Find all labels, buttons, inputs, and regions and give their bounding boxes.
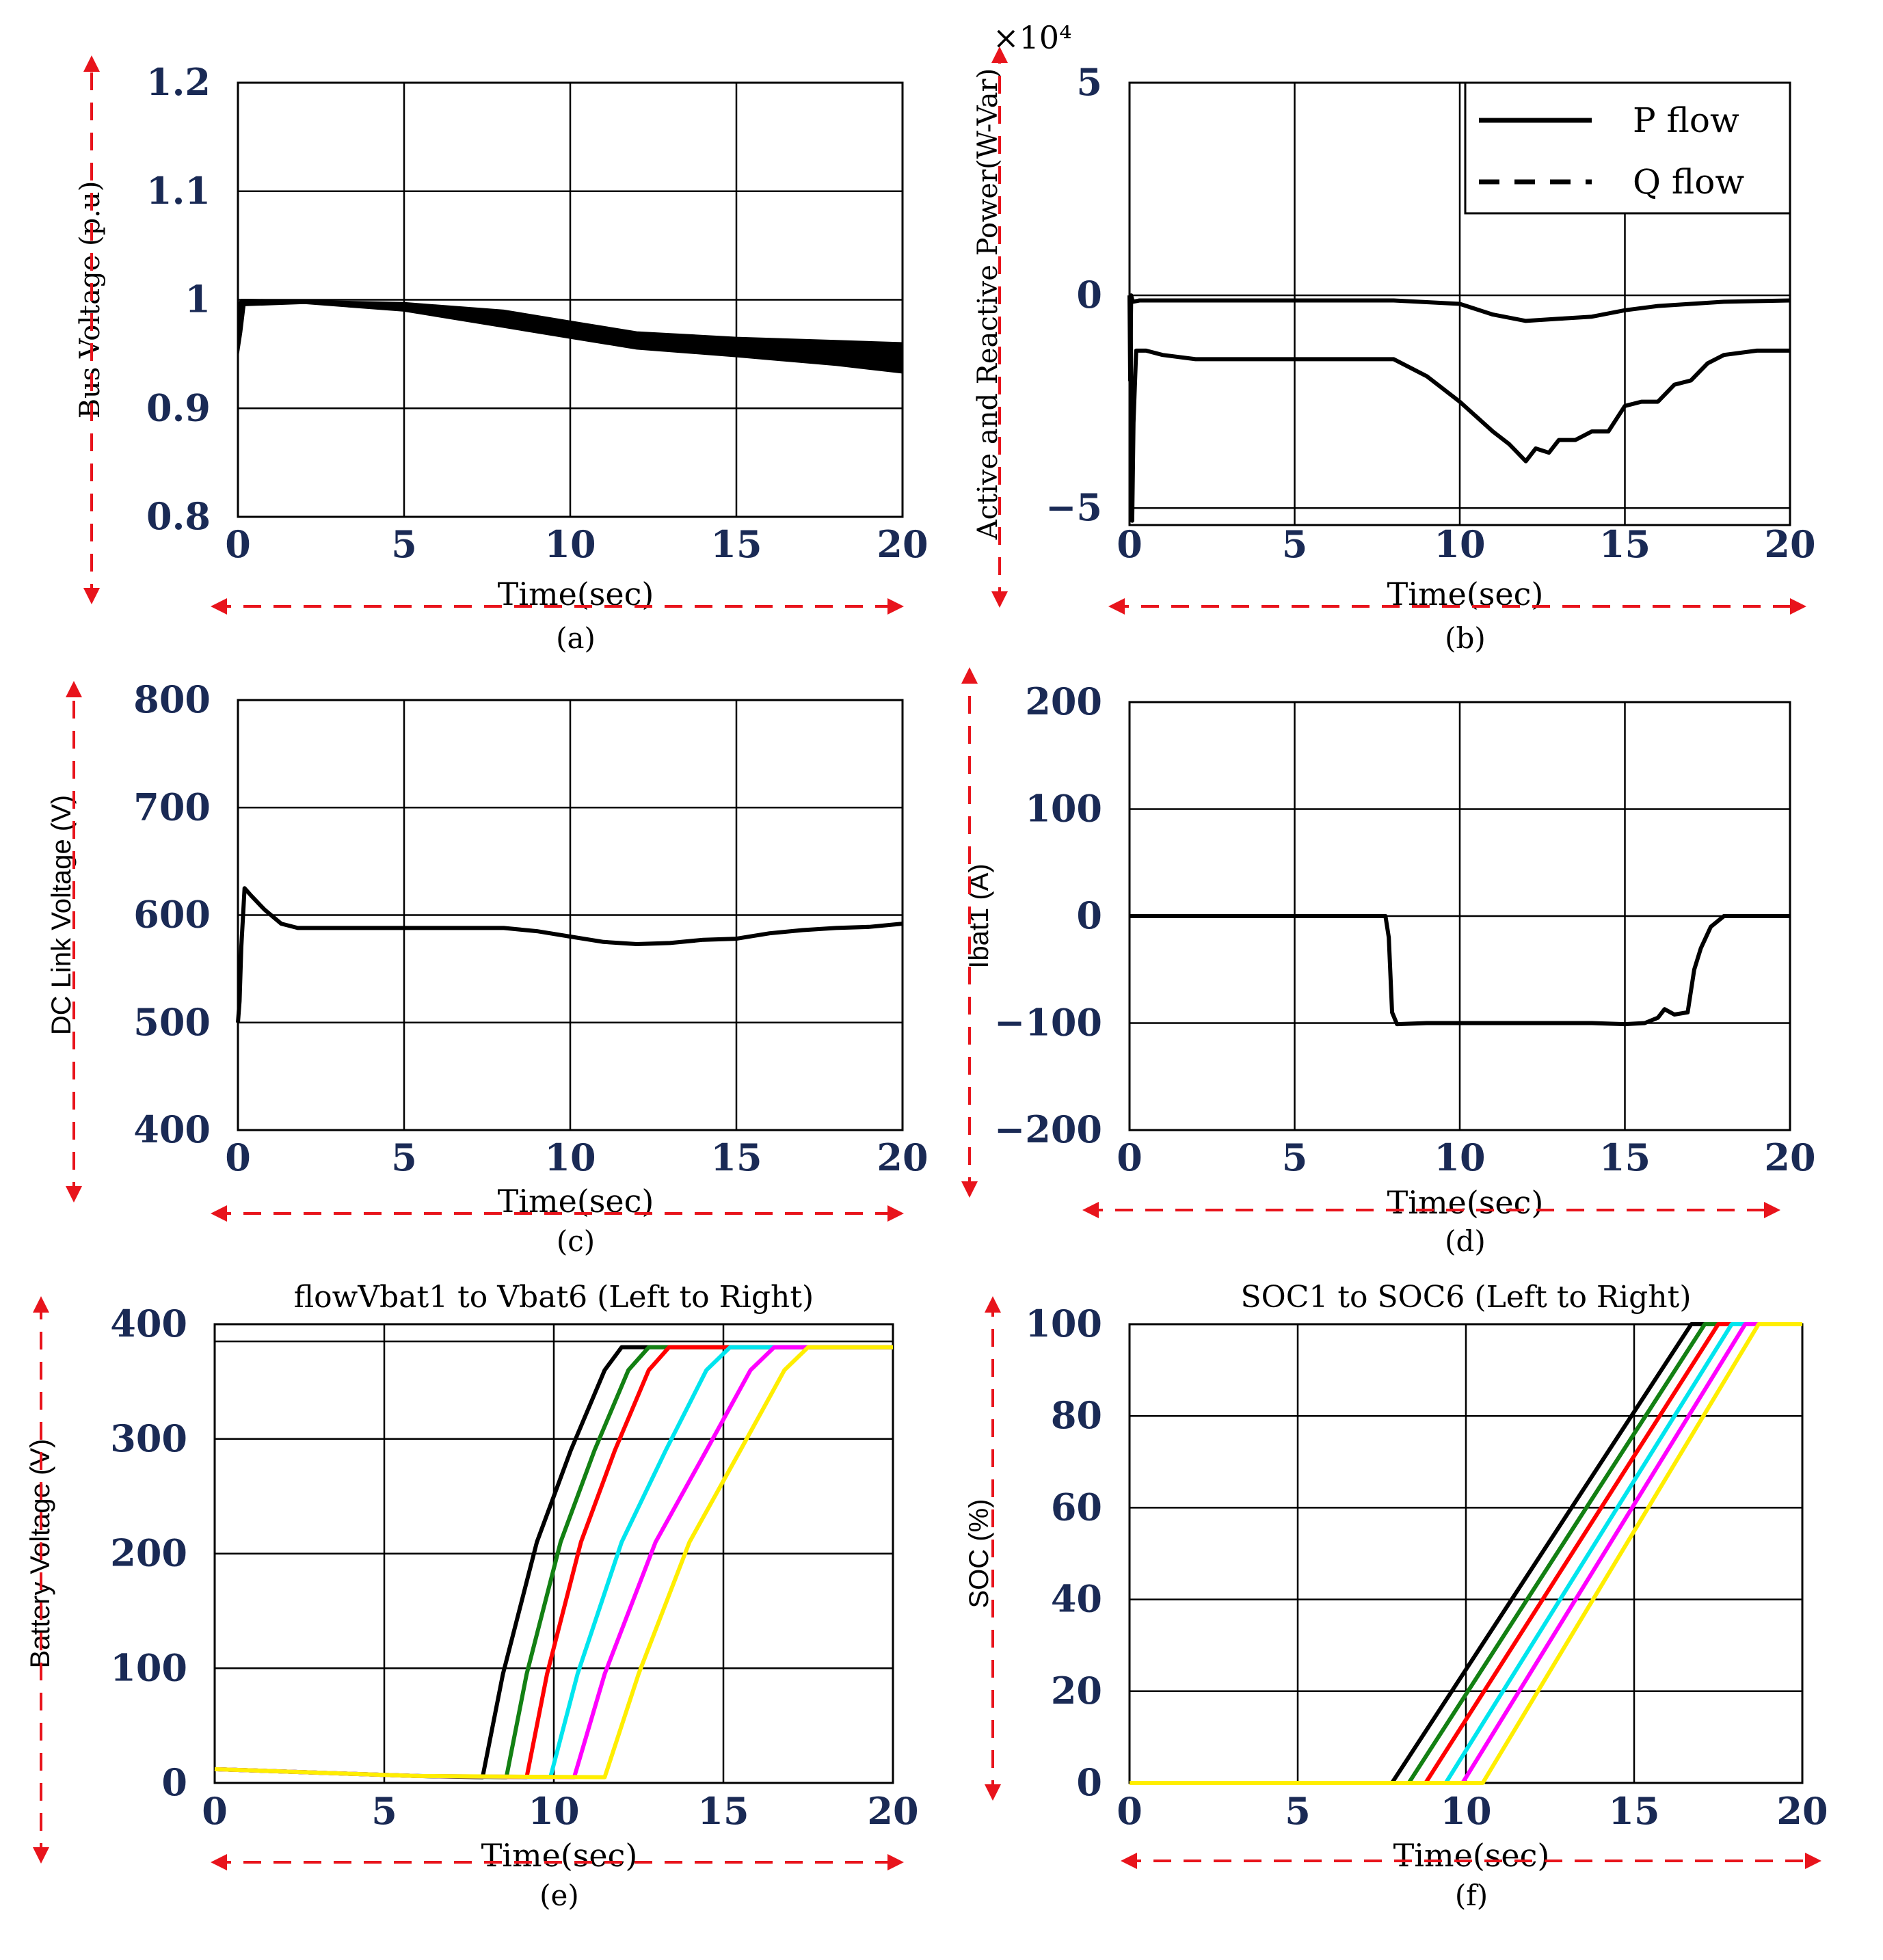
series-dc-link-voltage xyxy=(236,886,903,1023)
y-tick-label: −200 xyxy=(994,1107,1102,1151)
y-tick-label: 0 xyxy=(161,1760,187,1804)
x-tick-label: 10 xyxy=(544,1136,596,1179)
figure-caption: (e) xyxy=(539,1879,579,1912)
x-tick-label: 10 xyxy=(1440,1789,1491,1833)
x-tick-label: 0 xyxy=(202,1789,228,1833)
y-tick-label: 40 xyxy=(1051,1577,1102,1621)
y-axis-label: SOC (%) xyxy=(964,1499,994,1609)
series-p-flow xyxy=(1127,294,1790,523)
y-tick-label: 0 xyxy=(1076,894,1102,937)
y-tick-label: 1.1 xyxy=(146,169,211,213)
y-tick-label: 200 xyxy=(110,1531,187,1575)
x-tick-label: 20 xyxy=(1764,522,1815,566)
x-tick-label: 0 xyxy=(1117,522,1143,566)
x-tick-label: 20 xyxy=(877,1136,928,1179)
figure-caption: (b) xyxy=(1445,621,1486,655)
x-tick-label: 15 xyxy=(1608,1789,1659,1833)
x-tick-label: 20 xyxy=(1776,1789,1828,1833)
y-tick-label: −100 xyxy=(994,1001,1102,1045)
chart-title: flowVbat1 to Vbat6 (Left to Right) xyxy=(294,1280,814,1315)
y-tick-label: 400 xyxy=(110,1302,187,1345)
x-tick-label: 10 xyxy=(1434,1136,1485,1179)
x-tick-label: 5 xyxy=(1282,522,1308,566)
legend-label: P flow xyxy=(1633,100,1739,140)
x-tick-label: 10 xyxy=(528,1789,579,1833)
x-tick-label: 0 xyxy=(1117,1789,1143,1833)
x-tick-label: 10 xyxy=(1434,522,1485,566)
x-tick-label: 15 xyxy=(697,1789,749,1833)
series-q-flow xyxy=(1127,293,1791,383)
x-tick-label: 15 xyxy=(710,1136,762,1179)
x-tick-label: 5 xyxy=(391,522,417,566)
x-tick-label: 20 xyxy=(1764,1136,1815,1179)
x-tick-label: 20 xyxy=(867,1789,918,1833)
chart-d: 0 5 10 15 20−200−1000100200Time(sec)(d)Ibat1… xyxy=(964,680,1816,1258)
x-tick-label: 15 xyxy=(1599,1136,1651,1179)
x-axis-label: Time(sec) xyxy=(481,1837,638,1874)
figure-caption: (d) xyxy=(1445,1224,1486,1258)
y-tick-label: 80 xyxy=(1051,1393,1102,1437)
x-tick-label: 5 xyxy=(371,1789,397,1833)
y-tick-label: 0 xyxy=(1076,273,1102,317)
chart-title: SOC1 to SOC6 (Left to Right) xyxy=(1241,1280,1692,1315)
chart-f: 0 5 10 15 20 0 20 40 60 80 100 SOC1 to SOC6 (Left t… xyxy=(964,1280,1828,1912)
axis-multiplier: ×10⁴ xyxy=(993,19,1072,56)
x-axis-label: Time(sec) xyxy=(1387,576,1544,613)
x-axis-label: Time(sec) xyxy=(1387,1184,1544,1221)
x-tick-label: 15 xyxy=(1599,522,1651,566)
y-tick-label: 1.2 xyxy=(146,60,211,104)
y-tick-label: 0.9 xyxy=(146,386,211,429)
y-tick-label: 100 xyxy=(1025,1302,1102,1345)
x-axis-label: Time(sec) xyxy=(1393,1837,1550,1874)
legend-label: Q flow xyxy=(1633,162,1744,202)
x-tick-label: 0 xyxy=(1117,1136,1143,1179)
y-tick-label: 500 xyxy=(133,1000,211,1044)
legend-box xyxy=(1464,81,1791,215)
series-bus-voltage xyxy=(237,299,904,374)
x-tick-label: 15 xyxy=(710,522,762,566)
x-tick-label: 0 xyxy=(225,1136,251,1179)
x-tick-label: 20 xyxy=(877,522,928,566)
x-tick-label: 5 xyxy=(391,1136,417,1179)
series-vbat6 xyxy=(214,1345,893,1780)
figure-caption: (c) xyxy=(557,1224,595,1258)
x-tick-label: 5 xyxy=(1282,1136,1308,1179)
y-tick-label: −5 xyxy=(1045,485,1102,529)
x-tick-label: 10 xyxy=(544,522,596,566)
y-tick-label: 1 xyxy=(185,278,211,321)
x-tick-label: 5 xyxy=(1285,1789,1311,1833)
x-tick-label: 0 xyxy=(225,522,251,566)
y-tick-label: 60 xyxy=(1051,1485,1102,1529)
y-tick-label: 5 xyxy=(1076,60,1102,104)
y-tick-label: 400 xyxy=(133,1107,211,1151)
y-tick-label: 200 xyxy=(1025,680,1102,723)
series-soc6 xyxy=(1130,1322,1802,1785)
y-tick-label: 100 xyxy=(1025,787,1102,831)
figure-caption: (f) xyxy=(1455,1879,1488,1912)
plot-frame xyxy=(237,81,904,518)
y-tick-label: 700 xyxy=(133,785,211,829)
y-tick-label: 0 xyxy=(1076,1760,1102,1804)
y-tick-label: 600 xyxy=(133,893,211,937)
y-tick-label: 20 xyxy=(1051,1669,1102,1713)
figure-caption: (a) xyxy=(556,621,596,655)
plot-frame xyxy=(237,699,904,1131)
y-tick-label: 800 xyxy=(133,677,211,721)
y-tick-label: 0.8 xyxy=(146,494,211,538)
series-ibat1 xyxy=(1130,914,1790,1027)
y-tick-label: 100 xyxy=(110,1646,187,1689)
y-tick-label: 300 xyxy=(110,1417,187,1460)
y-axis-label: DC Link Voltage (V) xyxy=(46,795,77,1035)
plot-frame xyxy=(213,1323,894,1784)
